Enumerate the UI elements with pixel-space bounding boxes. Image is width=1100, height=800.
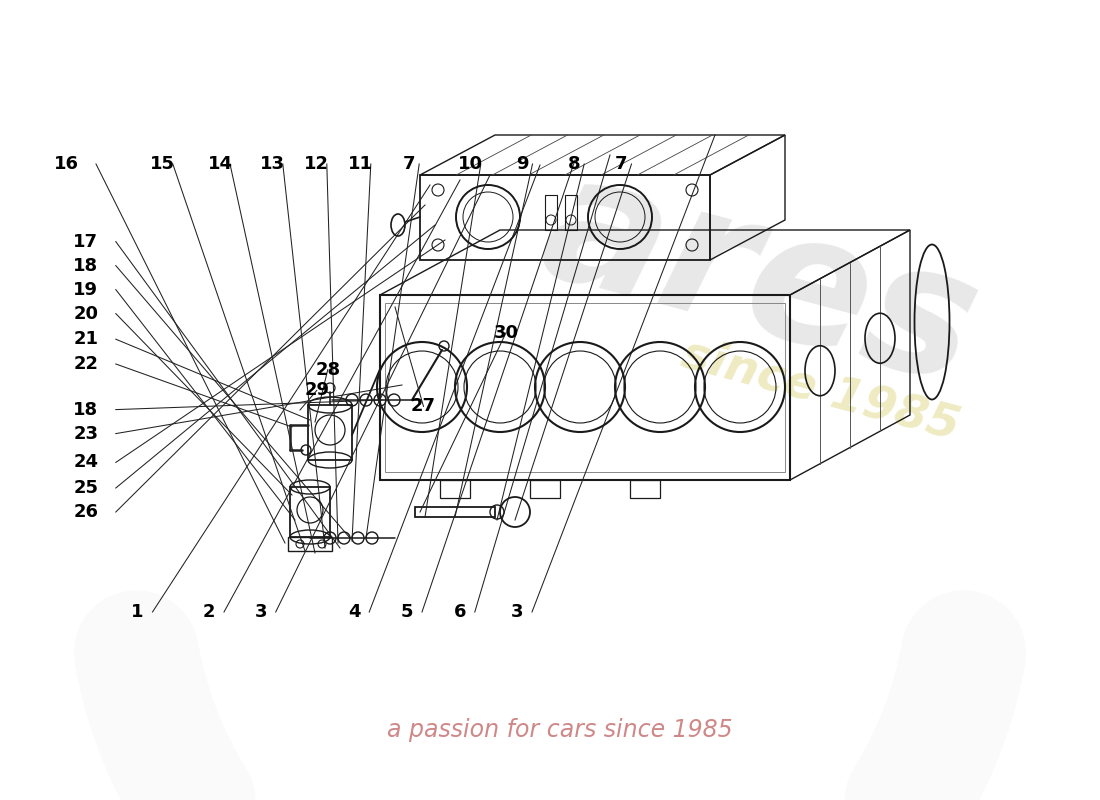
- Text: 14: 14: [208, 155, 232, 173]
- Text: 19: 19: [74, 281, 98, 298]
- Text: 3: 3: [510, 603, 524, 621]
- Text: 26: 26: [74, 503, 98, 521]
- Text: 17: 17: [74, 233, 98, 250]
- Text: 7: 7: [615, 155, 628, 173]
- Text: 18: 18: [74, 257, 98, 274]
- Bar: [308, 405, 352, 460]
- Text: 15: 15: [151, 155, 175, 173]
- Text: 2: 2: [202, 603, 216, 621]
- Text: 9: 9: [516, 155, 529, 173]
- Text: 3: 3: [254, 603, 267, 621]
- Text: 8: 8: [568, 155, 581, 173]
- Text: 6: 6: [453, 603, 466, 621]
- Bar: [379, 295, 790, 480]
- Text: 5: 5: [400, 603, 414, 621]
- Bar: [565, 195, 578, 230]
- Text: 16: 16: [54, 155, 78, 173]
- Bar: [530, 480, 560, 498]
- Text: 21: 21: [74, 330, 98, 348]
- Text: a passion for cars since 1985: a passion for cars since 1985: [387, 718, 733, 742]
- Text: 13: 13: [261, 155, 285, 173]
- Text: 24: 24: [74, 454, 98, 471]
- Text: 22: 22: [74, 355, 98, 373]
- Text: 10: 10: [459, 155, 483, 173]
- Bar: [544, 195, 557, 230]
- Bar: [385, 303, 785, 472]
- Text: 18: 18: [74, 401, 98, 418]
- Bar: [420, 175, 710, 260]
- Text: 4: 4: [348, 603, 361, 621]
- Text: 25: 25: [74, 479, 98, 497]
- Bar: [630, 480, 660, 498]
- Text: ares: ares: [525, 138, 996, 422]
- Bar: [415, 507, 495, 517]
- Text: since 1985: since 1985: [676, 331, 964, 449]
- Text: 23: 23: [74, 425, 98, 442]
- Text: 12: 12: [305, 155, 329, 173]
- Bar: [440, 480, 470, 498]
- Text: 20: 20: [74, 305, 98, 322]
- Text: 27: 27: [411, 398, 436, 415]
- Text: 30: 30: [494, 324, 518, 342]
- Text: 11: 11: [349, 155, 373, 173]
- Bar: [288, 537, 332, 551]
- Bar: [290, 487, 330, 537]
- Text: 28: 28: [316, 361, 340, 378]
- Text: 7: 7: [403, 155, 416, 173]
- Text: 1: 1: [131, 603, 144, 621]
- Text: 29: 29: [305, 382, 329, 399]
